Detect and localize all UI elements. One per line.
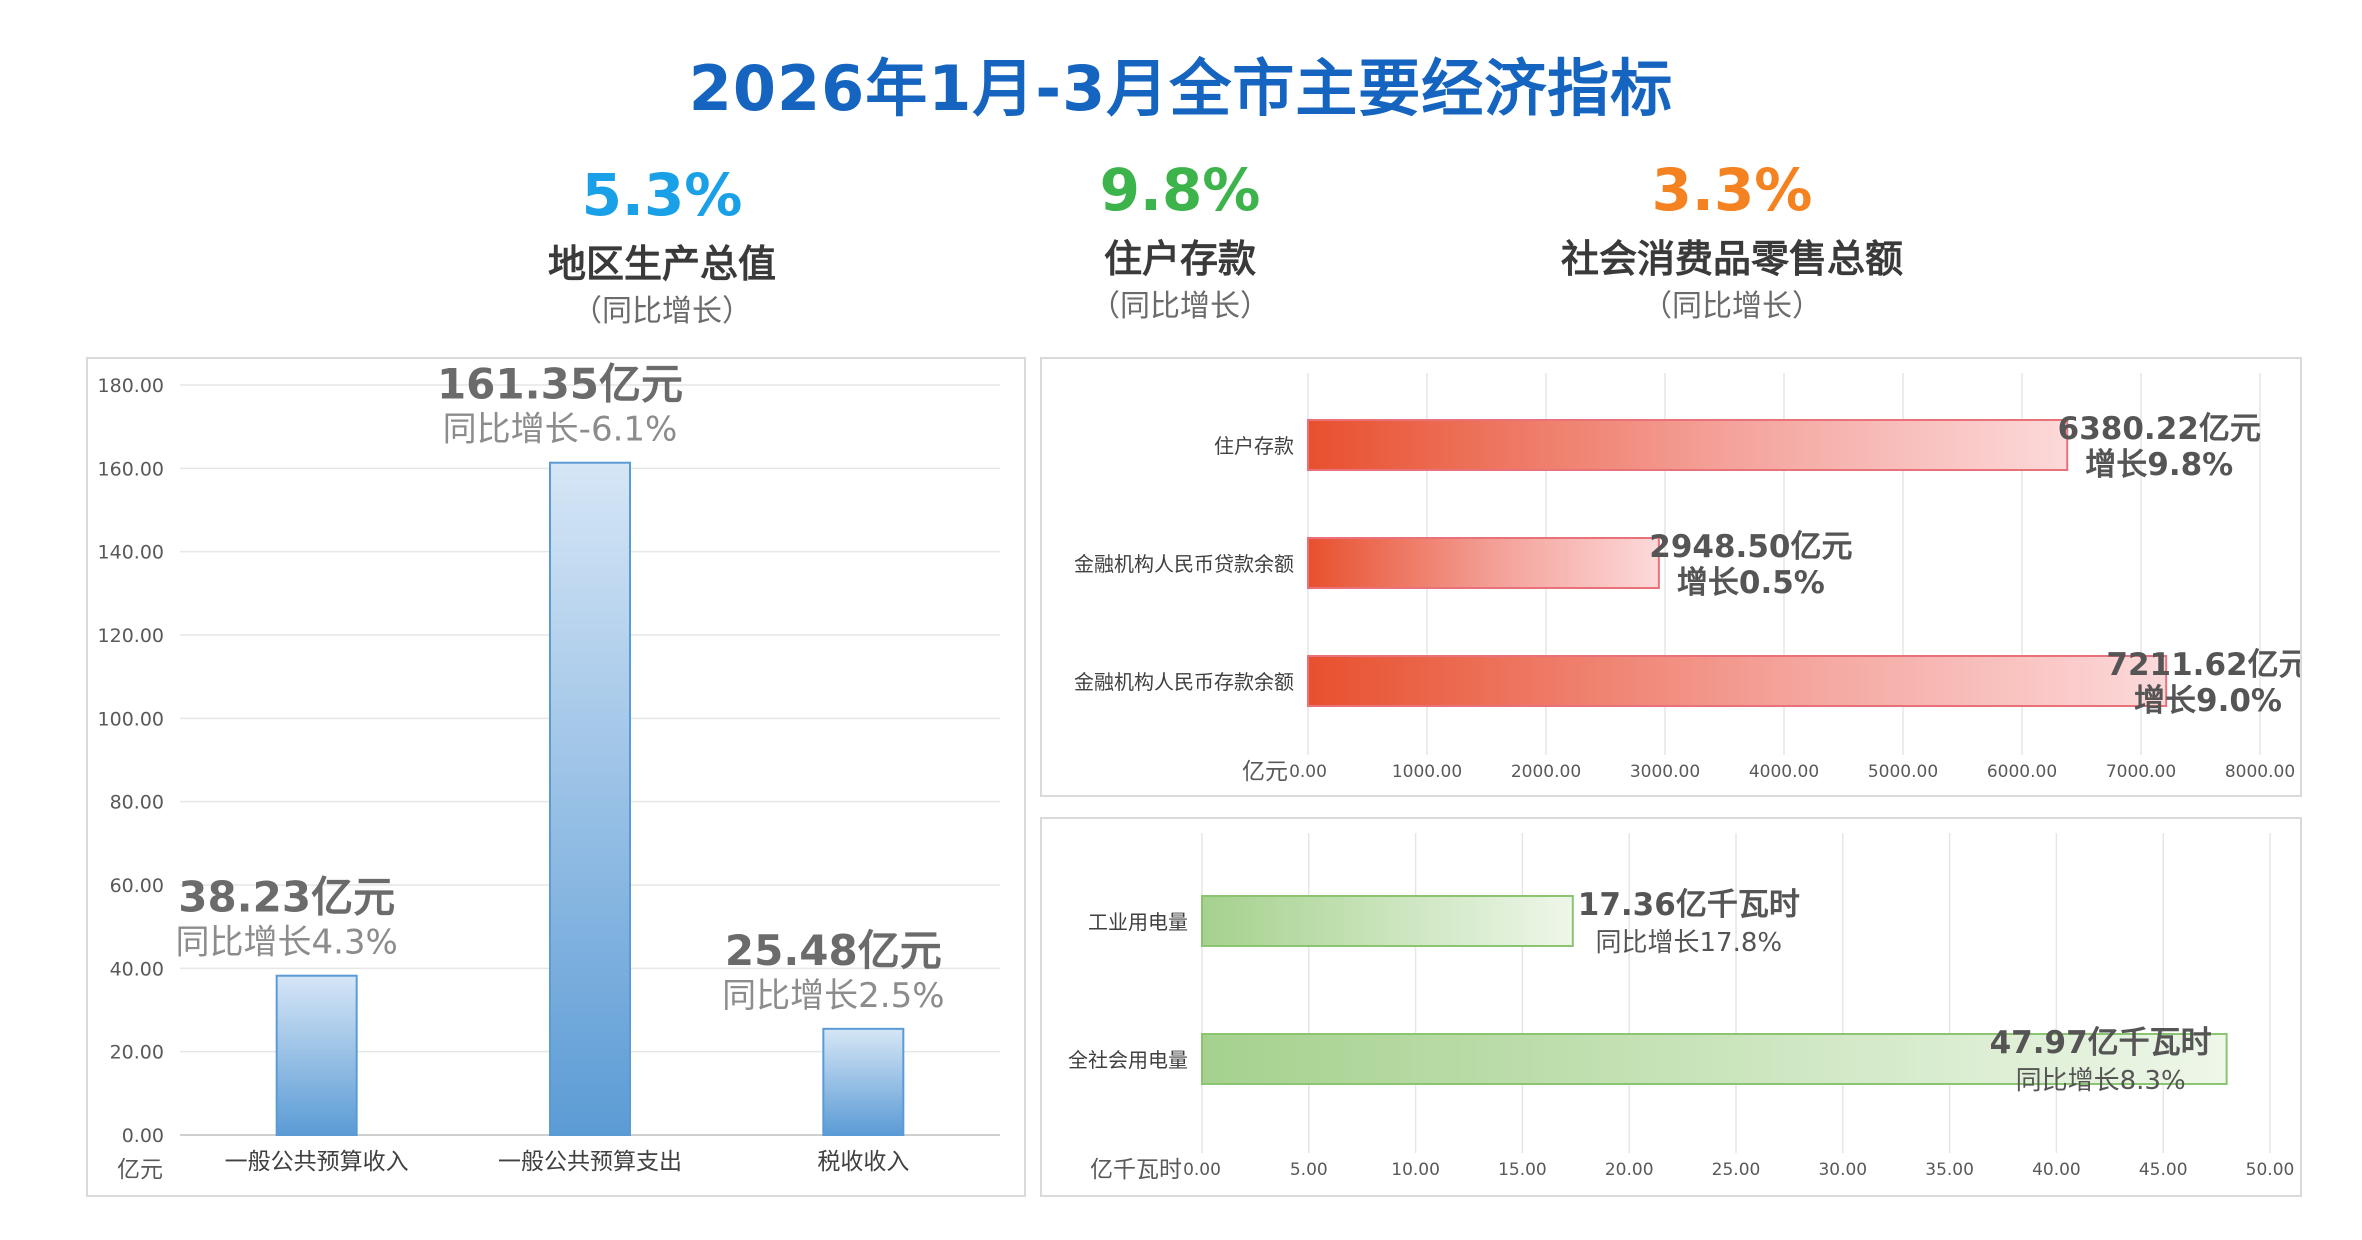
y-tick-label: 160.00 <box>98 458 164 480</box>
x-tick-label: 0.00 <box>1183 1160 1221 1180</box>
bar <box>1307 655 2168 707</box>
bar <box>822 1027 905 1136</box>
x-tick-label: 3000.00 <box>1630 762 1700 782</box>
fiscal-chart-panel: 0.00 20.00 40.00 60.00 80.00 100.00 120.00 140.… <box>86 357 1026 1197</box>
y-tick-label: 140.00 <box>98 542 164 564</box>
bar <box>1307 419 2069 471</box>
kpi-retail-sales: 3.3% 社会消费品零售总额 （同比增长） <box>1432 155 2032 327</box>
x-tick-label: 45.00 <box>2139 1160 2188 1180</box>
kpi-sub: （同比增长） <box>1642 289 1822 324</box>
y-tick-label: 180.00 <box>98 375 164 397</box>
y-category-label: 全社会用电量 <box>1068 1048 1188 1072</box>
x-tick-label: 30.00 <box>1818 1160 1867 1180</box>
x-axis-unit: 亿元 <box>1242 759 1288 785</box>
x-tick-label: 10.00 <box>1391 1160 1440 1180</box>
x-tick-label: 7000.00 <box>2106 762 2176 782</box>
x-tick-label: 6000.00 <box>1987 762 2057 782</box>
bar <box>549 461 631 1137</box>
x-tick-label: 20.00 <box>1605 1160 1654 1180</box>
kpi-gdp: 5.3% 地区生产总值 （同比增长） <box>362 160 962 332</box>
y-tick-label: 80.00 <box>110 792 164 814</box>
kpi-label: 地区生产总值 <box>547 242 776 286</box>
kpi-value: 3.3% <box>1651 156 1813 224</box>
kpi-sub: （同比增长） <box>1090 289 1270 324</box>
value-label: 161.35亿元 <box>437 360 683 409</box>
growth-label: 同比增长-6.1% <box>443 410 678 450</box>
bar <box>1201 895 1574 947</box>
y-category-label: 金融机构人民币贷款余额 <box>1074 552 1294 576</box>
kpi-sub: （同比增长） <box>572 294 752 329</box>
kpi-household-deposit: 9.8% 住户存款 （同比增长） <box>880 155 1480 327</box>
kpi-label: 社会消费品零售总额 <box>1560 237 1903 281</box>
x-tick-label: 5.00 <box>1290 1160 1328 1180</box>
bar <box>1307 537 1660 589</box>
y-category-label: 住户存款 <box>1214 434 1294 458</box>
electricity-bar-chart: 0.00 5.00 10.00 15.00 20.00 25.00 30.00 35.00 40… <box>1068 833 2295 1183</box>
y-category-label: 金融机构人民币存款余额 <box>1074 670 1294 694</box>
page-title: 2026年1月-3月全市主要经济指标 <box>688 52 1674 125</box>
x-category-label: 一般公共预算支出 <box>498 1149 682 1175</box>
x-axis-unit: 亿千瓦时 <box>1090 1157 1182 1183</box>
x-tick-label: 1000.00 <box>1392 762 1462 782</box>
y-tick-label: 40.00 <box>110 958 164 980</box>
x-tick-label: 0.00 <box>1289 762 1327 782</box>
y-tick-label: 0.00 <box>122 1125 164 1147</box>
value-label: 6380.22亿元 <box>2058 411 2261 447</box>
y-category-label: 工业用电量 <box>1088 910 1188 934</box>
y-tick-label: 20.00 <box>110 1042 164 1064</box>
y-tick-label: 100.00 <box>98 708 164 730</box>
growth-label: 增长9.0% <box>2134 683 2282 719</box>
y-axis-unit: 亿元 <box>117 1157 163 1183</box>
y-tick-label: 120.00 <box>98 625 164 647</box>
x-category-label: 税收收入 <box>817 1149 909 1175</box>
fiscal-bar-chart: 0.00 20.00 40.00 60.00 80.00 100.00 120.00 140.… <box>98 360 1000 1183</box>
value-label: 2948.50亿元 <box>1649 529 1852 565</box>
x-tick-label: 5000.00 <box>1868 762 1938 782</box>
value-label: 7211.62亿元 <box>2106 647 2300 683</box>
growth-label: 增长0.5% <box>1677 565 1825 601</box>
x-tick-label: 50.00 <box>2246 1160 2295 1180</box>
value-label: 17.36亿千瓦时 <box>1578 887 1800 923</box>
bar <box>1201 1033 2228 1085</box>
kpi-label: 住户存款 <box>1103 237 1256 281</box>
value-label: 25.48亿元 <box>725 926 942 975</box>
value-label: 38.23亿元 <box>178 873 395 922</box>
x-tick-label: 4000.00 <box>1749 762 1819 782</box>
x-tick-label: 2000.00 <box>1511 762 1581 782</box>
x-tick-label: 35.00 <box>1925 1160 1974 1180</box>
x-tick-label: 15.00 <box>1498 1160 1547 1180</box>
deposit-bar-chart: 0.00 1000.00 2000.00 3000.00 4000.00 5000.00 6… <box>1074 373 2310 785</box>
growth-label: 同比增长2.5% <box>722 976 944 1016</box>
bar <box>275 974 358 1136</box>
growth-label: 同比增长17.8% <box>1596 928 1783 958</box>
growth-label: 同比增长4.3% <box>175 923 397 963</box>
x-tick-label: 8000.00 <box>2225 762 2295 782</box>
kpi-value: 5.3% <box>581 161 743 229</box>
x-tick-label: 25.00 <box>1712 1160 1761 1180</box>
x-tick-label: 40.00 <box>2032 1160 2081 1180</box>
electricity-chart-panel: 0.00 5.00 10.00 15.00 20.00 25.00 30.00 35.00 40… <box>1040 817 2302 1197</box>
deposit-chart-panel: 0.00 1000.00 2000.00 3000.00 4000.00 5000.00 6… <box>1040 357 2310 797</box>
growth-label: 增长9.8% <box>2085 447 2233 483</box>
growth-label: 同比增长8.3% <box>2016 1066 2186 1096</box>
value-label: 47.97亿千瓦时 <box>1990 1025 2212 1061</box>
y-tick-label: 60.00 <box>110 875 164 897</box>
kpi-value: 9.8% <box>1099 156 1261 224</box>
x-category-label: 一般公共预算收入 <box>225 1149 409 1175</box>
